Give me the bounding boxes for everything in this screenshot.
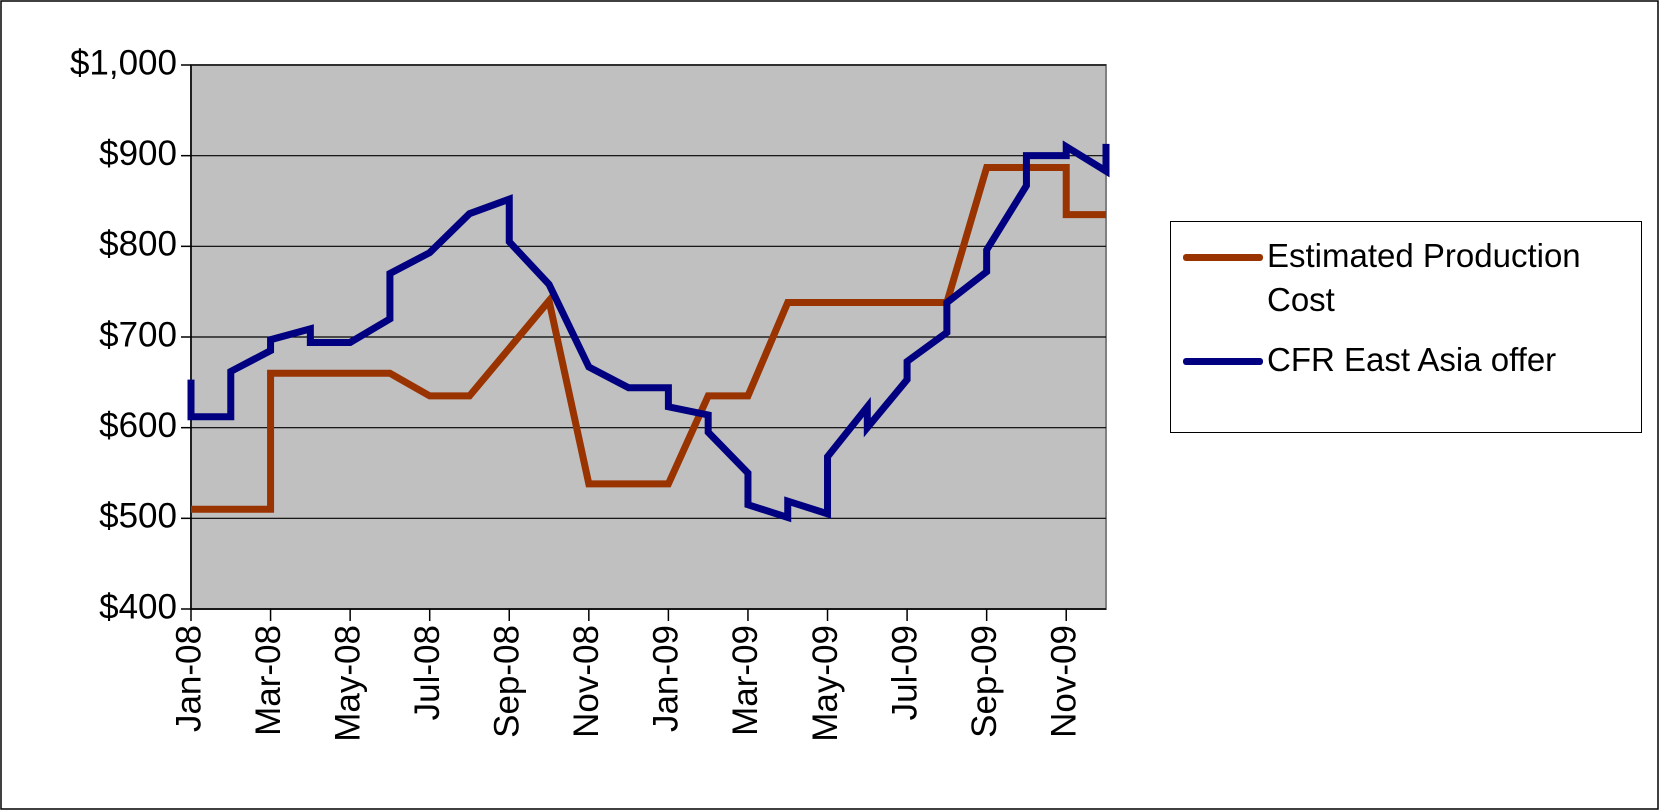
x-tick-label: Jul-09 — [885, 625, 924, 720]
y-tick-label: $400 — [99, 587, 177, 626]
legend-swatch — [1183, 358, 1263, 365]
legend-entry: CFR East Asia offer — [1183, 338, 1633, 382]
y-tick-label: $900 — [99, 134, 177, 173]
x-tick-label: Sep-08 — [488, 625, 527, 738]
x-tick-label: Jul-08 — [408, 625, 447, 720]
series-line — [187, 140, 1110, 523]
series-line — [191, 163, 1106, 513]
y-tick-label: $1,000 — [70, 43, 177, 82]
legend-label: Estimated Production Cost — [1267, 237, 1581, 318]
x-tick-label: Mar-09 — [726, 625, 765, 736]
legend-entry: Estimated Production Cost — [1183, 234, 1633, 322]
legend-label: CFR East Asia offer — [1267, 341, 1557, 378]
y-tick-label: $600 — [99, 406, 177, 445]
y-tick-label: $500 — [99, 497, 177, 536]
x-tick-label: Sep-09 — [965, 625, 1004, 738]
y-tick-label: $800 — [99, 225, 177, 264]
x-tick-label: Nov-09 — [1044, 625, 1083, 738]
y-tick-label: $700 — [99, 315, 177, 354]
x-tick-label: May-09 — [806, 625, 845, 742]
x-tick-label: Mar-08 — [249, 625, 288, 736]
x-tick-label: Nov-08 — [567, 625, 606, 738]
x-tick-label: May-08 — [328, 625, 367, 742]
x-tick-label: Jan-09 — [647, 625, 686, 732]
legend: Estimated Production Cost CFR East Asia o… — [1170, 221, 1642, 433]
legend-swatch — [1183, 254, 1263, 261]
x-tick-label: Jan-08 — [169, 625, 208, 732]
